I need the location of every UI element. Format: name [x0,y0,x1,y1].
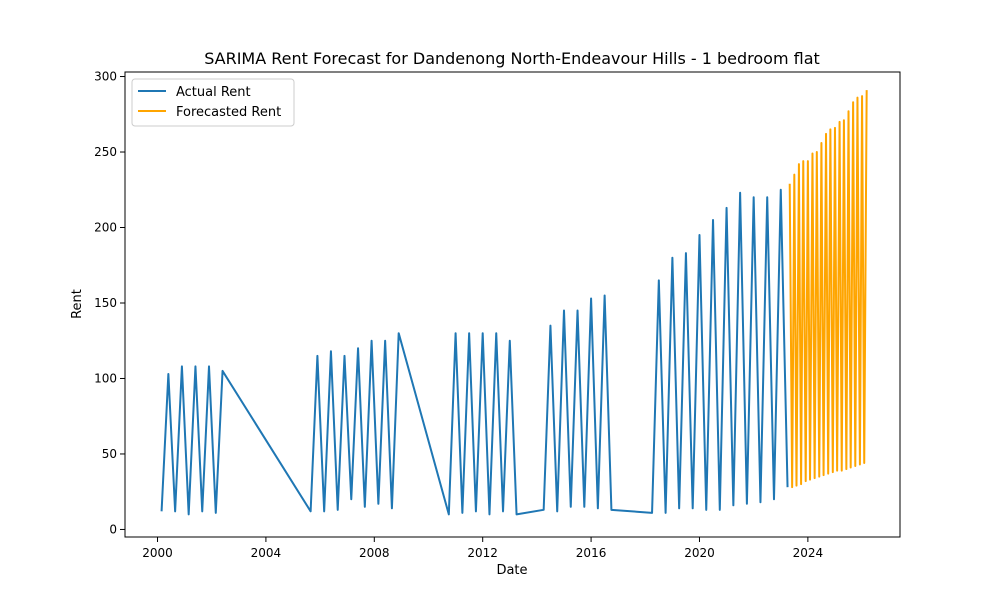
legend-label: Actual Rent [176,85,251,100]
chart-legend: Actual Rent Forecasted Rent [131,78,295,127]
y-tick-label: 50 [102,447,117,461]
y-axis-label: Rent [70,289,85,319]
legend-box [131,78,295,127]
chart-title: SARIMA Rent Forecast for Dandenong North… [204,49,820,68]
x-tick-label: 2004 [251,546,282,560]
plot-frame [124,71,901,538]
x-tick-label: 2016 [576,546,607,560]
x-tick-label: 2024 [793,546,824,560]
y-tick-label: 300 [94,70,117,84]
x-tick-label: 2020 [684,546,715,560]
plot-series [160,90,868,516]
legend-label: Forecasted Rent [176,105,281,120]
y-tick-label: 0 [109,522,117,536]
series-line-actual-rent [160,188,789,516]
y-tick-label: 150 [94,296,117,310]
y-tick-label: 250 [94,145,117,159]
y-tick-label: 100 [94,371,117,385]
x-tick-label: 2012 [467,546,498,560]
x-tick-label: 2008 [359,546,390,560]
x-axis-label: Date [496,563,527,578]
x-tick-label: 2000 [142,546,173,560]
y-tick-label: 200 [94,221,117,235]
y-axis: 0 50 100 150 200 250 300 [94,70,125,536]
series-line-forecasted-rent [788,90,868,489]
x-axis: 2000 2004 2008 2012 2016 2020 2024 [142,537,823,560]
